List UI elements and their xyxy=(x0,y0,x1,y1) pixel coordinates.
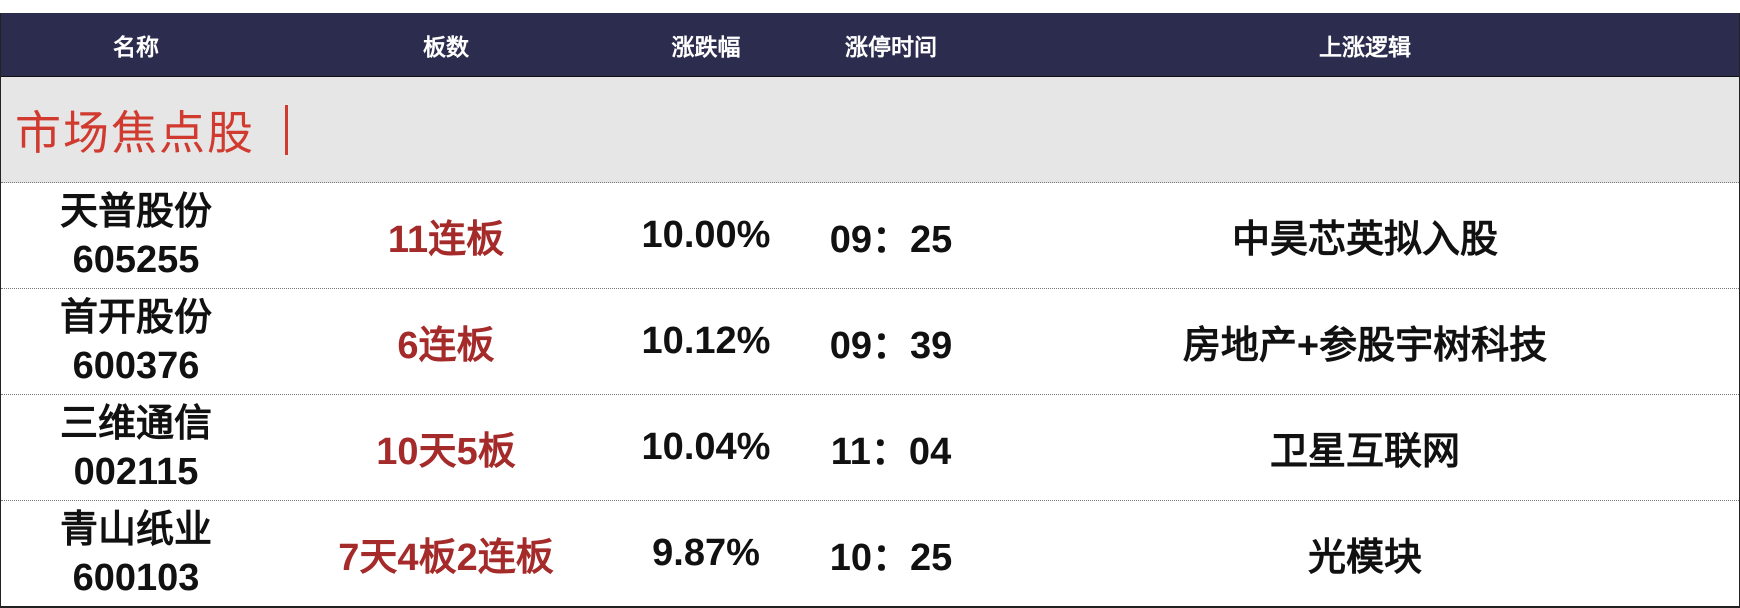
limit-time-cell: 10：25 xyxy=(829,537,953,579)
section-band: 市场焦点股 xyxy=(1,77,1739,183)
section-title: 市场焦点股 xyxy=(15,105,255,160)
header-change: 涨跌幅 xyxy=(671,33,741,60)
logic-cell: 房地产+参股宇树科技 xyxy=(1182,325,1548,367)
stock-name-cell: 天普股份 605255 xyxy=(1,188,271,284)
change-cell: 10.00% xyxy=(641,214,771,256)
table-row: 首开股份 600376 6连板 10.12% 09：39 房地产+参股宇树科技 xyxy=(1,289,1739,395)
boards-cell: 10天5板 xyxy=(376,431,516,473)
stock-code: 002115 xyxy=(73,450,199,493)
stock-name: 三维通信 xyxy=(59,402,212,445)
stock-name-cell: 三维通信 002115 xyxy=(1,400,271,496)
table-header: 名称 板数 涨跌幅 涨停时间 上涨逻辑 xyxy=(1,13,1739,77)
stock-name-cell: 青山纸业 600103 xyxy=(1,506,271,602)
header-logic: 上涨逻辑 xyxy=(1319,33,1411,60)
logic-cell: 卫星互联网 xyxy=(1269,431,1460,473)
section-divider xyxy=(285,104,288,155)
header-name: 名称 xyxy=(113,33,159,60)
change-cell: 10.04% xyxy=(641,426,771,468)
logic-cell: 光模块 xyxy=(1307,537,1422,579)
limit-time-cell: 09：39 xyxy=(829,325,953,367)
table-row: 青山纸业 600103 7天4板2连板 9.87% 10：25 光模块 xyxy=(1,501,1739,606)
table-row: 三维通信 002115 10天5板 10.04% 11：04 卫星互联网 xyxy=(1,395,1739,501)
header-boards: 板数 xyxy=(423,33,469,60)
limit-time-cell: 11：04 xyxy=(830,431,952,473)
stock-code: 600376 xyxy=(72,344,200,387)
stock-code: 600103 xyxy=(72,556,200,599)
stock-name: 天普股份 xyxy=(59,190,212,233)
change-cell: 9.87% xyxy=(652,532,760,574)
header-limit-time: 涨停时间 xyxy=(845,33,937,60)
boards-cell: 11连板 xyxy=(387,219,505,261)
stock-code: 605255 xyxy=(72,238,200,281)
limit-time-cell: 09：25 xyxy=(829,219,953,261)
stock-name-cell: 首开股份 600376 xyxy=(1,294,271,390)
boards-cell: 6连板 xyxy=(397,325,495,367)
stock-name: 青山纸业 xyxy=(59,508,212,551)
boards-cell: 7天4板2连板 xyxy=(338,537,554,579)
table-row: 天普股份 605255 11连板 10.00% 09：25 中昊芯英拟入股 xyxy=(1,183,1739,289)
change-cell: 10.12% xyxy=(641,320,771,362)
logic-cell: 中昊芯英拟入股 xyxy=(1231,219,1498,261)
stock-table: 名称 板数 涨跌幅 涨停时间 上涨逻辑 市场焦点股 天普股份 605255 11… xyxy=(0,13,1740,608)
stock-name: 首开股份 xyxy=(59,296,212,339)
